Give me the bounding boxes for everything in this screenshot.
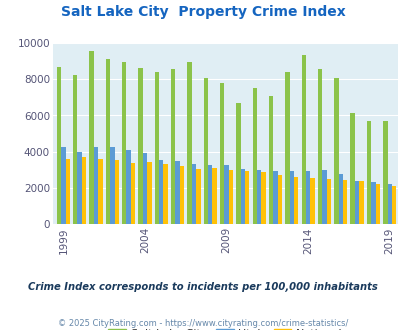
Bar xyxy=(236,103,240,224)
Bar xyxy=(268,95,273,224)
Bar xyxy=(224,165,228,224)
Bar xyxy=(358,181,363,224)
Bar xyxy=(105,59,110,224)
Bar xyxy=(391,186,395,224)
Bar xyxy=(187,62,191,224)
Bar xyxy=(159,160,163,224)
Legend: Salt Lake City, Utah, National: Salt Lake City, Utah, National xyxy=(104,324,346,330)
Bar xyxy=(284,72,289,224)
Bar xyxy=(342,180,347,224)
Bar xyxy=(382,121,386,224)
Bar xyxy=(277,176,281,224)
Text: Crime Index corresponds to incidents per 100,000 inhabitants: Crime Index corresponds to incidents per… xyxy=(28,282,377,292)
Bar xyxy=(273,171,277,224)
Bar xyxy=(114,160,119,224)
Bar xyxy=(386,184,391,224)
Bar xyxy=(305,171,309,224)
Bar xyxy=(61,147,66,224)
Bar xyxy=(163,164,168,224)
Bar xyxy=(143,153,147,224)
Bar xyxy=(77,152,82,224)
Bar xyxy=(252,88,256,224)
Bar xyxy=(293,177,298,224)
Bar xyxy=(317,69,322,224)
Bar xyxy=(289,171,293,224)
Bar xyxy=(326,179,330,224)
Bar xyxy=(375,184,379,224)
Bar xyxy=(228,170,232,224)
Bar xyxy=(66,159,70,224)
Bar xyxy=(354,181,358,224)
Bar xyxy=(207,164,212,224)
Bar xyxy=(245,171,249,224)
Bar xyxy=(256,170,261,224)
Bar xyxy=(333,78,338,224)
Bar xyxy=(138,68,143,224)
Bar xyxy=(89,51,94,224)
Bar xyxy=(122,62,126,224)
Bar xyxy=(130,163,135,224)
Bar xyxy=(309,178,314,224)
Bar xyxy=(338,174,342,224)
Bar xyxy=(203,78,207,224)
Bar xyxy=(370,182,375,224)
Bar xyxy=(94,147,98,224)
Bar xyxy=(196,169,200,224)
Bar xyxy=(154,72,159,224)
Text: © 2025 CityRating.com - https://www.cityrating.com/crime-statistics/: © 2025 CityRating.com - https://www.city… xyxy=(58,319,347,328)
Bar xyxy=(126,150,130,224)
Bar xyxy=(73,75,77,224)
Bar xyxy=(366,121,370,224)
Text: Salt Lake City  Property Crime Index: Salt Lake City Property Crime Index xyxy=(60,5,345,19)
Bar xyxy=(179,166,184,224)
Bar xyxy=(171,69,175,224)
Bar xyxy=(301,55,305,224)
Bar xyxy=(220,83,224,224)
Bar xyxy=(350,113,354,224)
Bar xyxy=(98,159,102,224)
Bar xyxy=(175,161,179,224)
Bar xyxy=(191,164,196,224)
Bar xyxy=(147,162,151,224)
Bar xyxy=(57,67,61,224)
Bar xyxy=(261,172,265,224)
Bar xyxy=(82,157,86,224)
Bar xyxy=(240,169,245,224)
Bar xyxy=(110,147,114,224)
Bar xyxy=(212,168,216,224)
Bar xyxy=(322,170,326,224)
